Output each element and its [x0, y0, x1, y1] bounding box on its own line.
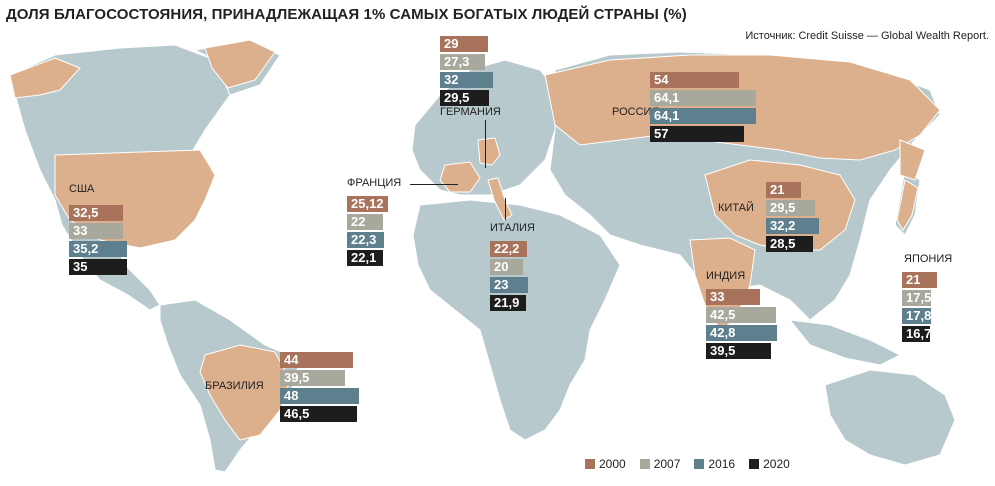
bar-5-1: 29,5	[766, 200, 815, 216]
bar-4-1: 20	[490, 259, 523, 275]
bar-7-3: 16,7	[902, 326, 931, 342]
bar-3-3: 22,1	[347, 250, 383, 266]
highlighted-shape-5	[477, 137, 501, 166]
legend-label-2007: 2007	[653, 457, 681, 471]
source-note: Источник: Credit Suisse — Global Wealth …	[745, 30, 989, 42]
bar-3-0: 25,12	[347, 196, 388, 212]
bar-8-2: 48	[280, 388, 359, 404]
bar-4-2: 23	[490, 277, 528, 293]
legend-item-2020: 2020	[749, 457, 790, 471]
bar-4-3: 21,9	[490, 295, 526, 311]
legend-label-2000: 2000	[599, 457, 626, 471]
bar-0-2: 35,2	[69, 241, 127, 257]
bar-6-0: 33	[706, 289, 760, 305]
highlighted-shape-1	[9, 57, 81, 99]
legend-swatch-2016	[694, 459, 705, 469]
bar-7-1: 17,5	[902, 290, 931, 306]
chart-title: ДОЛЯ БЛАГОСОСТОЯНИЯ, ПРИНАДЛЕЖАЩАЯ 1% СА…	[6, 6, 687, 23]
bar-2-0: 54	[650, 72, 739, 88]
bar-0-3: 35	[69, 259, 127, 275]
country-label-6: ИНДИЯ	[706, 270, 746, 282]
land-shape-7	[824, 369, 956, 466]
country-label-5: КИТАЙ	[718, 202, 754, 214]
country-label-4: ИТАЛИЯ	[490, 222, 535, 234]
country-label-0: США	[69, 183, 95, 195]
bar-6-2: 42,8	[706, 325, 777, 341]
leader-line-0	[410, 184, 458, 185]
bar-1-2: 32	[440, 72, 493, 88]
highlighted-countries	[9, 39, 941, 441]
bar-0-1: 33	[69, 223, 123, 239]
country-label-3: ФРАНЦИЯ	[347, 177, 402, 189]
legend: 2000 2007 2016 2020	[585, 457, 790, 471]
bar-2-1: 64,1	[650, 90, 756, 106]
bar-8-3: 46,5	[280, 406, 357, 422]
bar-6-3: 39,5	[706, 343, 771, 359]
bar-8-0: 44	[280, 352, 353, 368]
leader-line-1	[485, 120, 486, 168]
legend-item-2016: 2016	[694, 457, 735, 471]
bar-8-1: 39,5	[280, 370, 345, 386]
bar-5-0: 21	[766, 182, 801, 198]
land-shape-6	[788, 319, 902, 366]
bar-0-0: 32,5	[69, 205, 123, 221]
bar-3-1: 22	[347, 214, 383, 230]
legend-label-2020: 2020	[763, 457, 790, 471]
legend-swatch-2000	[585, 459, 595, 469]
bar-1-3: 29,5	[440, 90, 489, 106]
legend-item-2007: 2007	[639, 457, 681, 471]
bar-2-2: 64,1	[650, 108, 756, 124]
bar-3-2: 22,3	[347, 232, 384, 248]
bar-5-2: 32,2	[766, 218, 819, 234]
legend-label-2016: 2016	[708, 457, 736, 471]
land-shape-4	[412, 199, 621, 441]
bar-1-0: 29	[440, 36, 488, 52]
bar-2-3: 57	[650, 126, 744, 142]
bar-4-0: 22,2	[490, 241, 527, 257]
bar-7-0: 21	[902, 272, 937, 288]
legend-item-2000: 2000	[585, 457, 626, 471]
legend-swatch-2020	[749, 459, 760, 469]
bar-1-1: 27,3	[440, 54, 485, 70]
highlighted-shape-7	[544, 54, 941, 161]
legend-swatch-2007	[639, 459, 650, 469]
country-label-1: ГЕРМАНИЯ	[440, 106, 501, 118]
highlighted-shape-3	[199, 344, 291, 441]
highlighted-shape-2	[204, 39, 276, 89]
bar-7-2: 17,8	[902, 308, 931, 324]
bar-5-3: 28,5	[766, 236, 813, 252]
highlighted-shape-8	[899, 139, 926, 181]
country-label-7: ЯПОНИЯ	[904, 253, 953, 265]
country-label-8: БРАЗИЛИЯ	[205, 380, 264, 392]
bar-6-1: 42,5	[706, 307, 776, 323]
highlighted-shape-11	[896, 179, 919, 231]
country-label-2: РОССИЯ	[612, 106, 660, 118]
leader-line-2	[505, 198, 506, 220]
highlighted-shape-6	[487, 177, 513, 221]
